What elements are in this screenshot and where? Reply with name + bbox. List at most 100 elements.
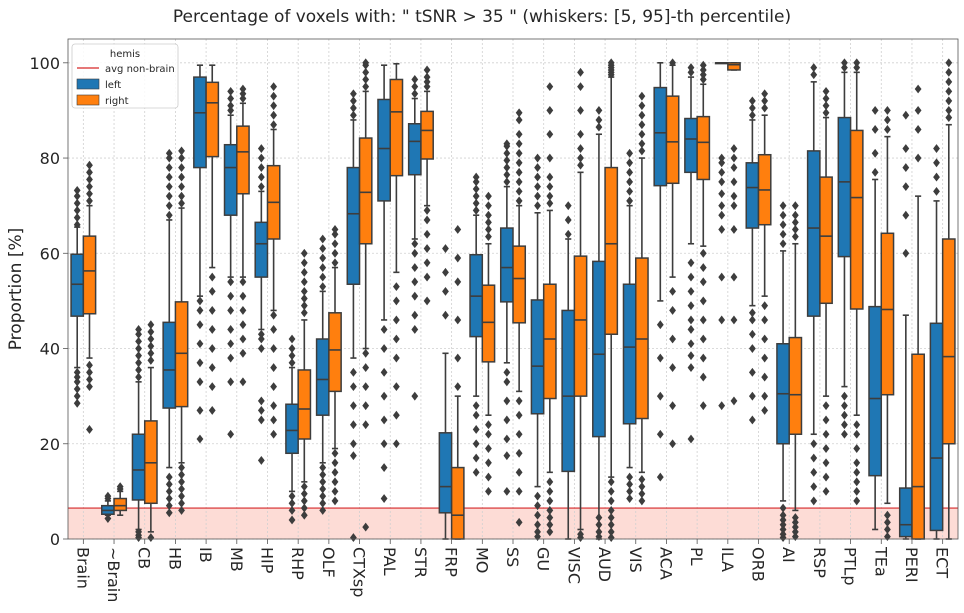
- outlier-point: [699, 372, 707, 382]
- outlier-point: [503, 486, 511, 496]
- box-left-CB: [131, 325, 146, 542]
- legend-patch-swatch: [76, 94, 100, 106]
- outlier-point: [165, 153, 173, 163]
- box-body: [592, 260, 606, 438]
- outlier-point: [933, 186, 940, 196]
- outlier-point: [423, 296, 431, 306]
- outlier-point: [300, 277, 308, 287]
- outlier-point: [411, 89, 419, 99]
- outlier-point: [791, 513, 799, 522]
- box-body: [254, 221, 269, 278]
- outlier-point: [73, 391, 81, 401]
- outlier-point: [718, 225, 726, 234]
- outlier-point: [515, 467, 523, 477]
- box-body: [941, 238, 956, 445]
- outlier-point: [841, 58, 848, 68]
- outlier-point: [718, 167, 726, 177]
- y-tick-label: 0: [50, 530, 60, 549]
- outlier-point: [239, 89, 247, 99]
- outlier-point: [607, 477, 615, 487]
- box-left-PL: [684, 63, 698, 444]
- chart-title: Percentage of voxels with: " tSNR > 35 "…: [173, 7, 791, 27]
- outlier-point: [257, 144, 265, 153]
- outlier-point: [810, 453, 818, 463]
- outlier-point: [472, 206, 480, 215]
- outlier-point: [257, 153, 265, 163]
- box-body: [880, 232, 895, 396]
- outlier-point: [656, 320, 664, 330]
- outlier-point: [822, 429, 830, 439]
- outlier-point: [350, 401, 357, 411]
- outlier-point: [810, 467, 818, 477]
- outlier-point: [270, 91, 278, 101]
- outlier-point: [300, 267, 308, 277]
- outlier-point: [626, 196, 634, 206]
- outlier-point: [718, 177, 726, 187]
- outlier-point: [945, 113, 953, 122]
- outlier-point: [257, 172, 265, 182]
- outlier-point: [503, 415, 511, 425]
- outlier-point: [546, 527, 554, 537]
- box-body: [653, 86, 668, 187]
- outlier-point: [779, 229, 787, 239]
- outlier-point: [270, 110, 278, 120]
- box-right-CTXsp: [358, 58, 373, 532]
- outlier-point: [699, 334, 707, 344]
- box-right-OLF: [328, 225, 342, 506]
- outlier-point: [822, 472, 830, 482]
- series-right: [82, 58, 956, 542]
- outlier-point: [300, 482, 308, 492]
- box-right-VIS: [635, 91, 649, 506]
- outlier-point: [810, 482, 818, 492]
- outlier-point: [515, 108, 523, 118]
- outlier-point: [423, 258, 431, 268]
- outlier-point: [196, 296, 204, 306]
- box-left-STR: [407, 75, 422, 401]
- outlier-point: [595, 520, 603, 530]
- y-axis-label: Proportion [%]: [6, 228, 26, 351]
- box-body: [499, 227, 514, 303]
- outlier-point: [485, 225, 492, 234]
- outlier-point: [687, 434, 695, 444]
- outlier-point: [178, 182, 185, 192]
- box-body: [358, 137, 373, 245]
- outlier-point: [884, 125, 891, 134]
- outlier-point: [638, 489, 646, 499]
- outlier-point: [638, 139, 646, 149]
- outlier-point: [165, 182, 173, 192]
- box-right-IB: [205, 64, 220, 415]
- outlier-point: [86, 167, 93, 177]
- outlier-point: [748, 315, 756, 325]
- box-left-RSP: [806, 63, 821, 506]
- outlier-point: [822, 108, 830, 118]
- outlier-point: [607, 533, 615, 542]
- outlier-point: [503, 148, 511, 158]
- outlier-point: [534, 172, 541, 182]
- outlier-point: [227, 377, 235, 387]
- outlier-point: [362, 82, 370, 92]
- outlier-point: [730, 177, 738, 187]
- outlier-point: [208, 406, 216, 415]
- outlier-point: [638, 482, 646, 492]
- outlier-point: [257, 415, 265, 425]
- outlier-point: [300, 503, 308, 513]
- outlier-point: [791, 210, 799, 220]
- outlier-point: [515, 177, 523, 187]
- outlier-point: [810, 70, 818, 80]
- outlier-point: [208, 344, 216, 353]
- outlier-point: [669, 286, 676, 296]
- outlier-point: [380, 367, 388, 377]
- outlier-point: [423, 82, 431, 92]
- outlier-point: [165, 148, 173, 158]
- plot-area: 0 20 40 60 80 100 Brain ~Brain CB HB IB MB HIP RHP OLF…: [29, 38, 959, 602]
- outlier-point: [288, 506, 296, 515]
- outlier-point: [331, 486, 339, 496]
- outlier-point: [503, 156, 511, 165]
- outlier-point: [914, 106, 922, 115]
- x-tick-label: VIS: [626, 547, 645, 573]
- outlier-point: [515, 396, 523, 406]
- outlier-point: [546, 198, 554, 208]
- outlier-point: [699, 315, 707, 325]
- outlier-point: [687, 363, 695, 372]
- outlier-point: [411, 291, 419, 301]
